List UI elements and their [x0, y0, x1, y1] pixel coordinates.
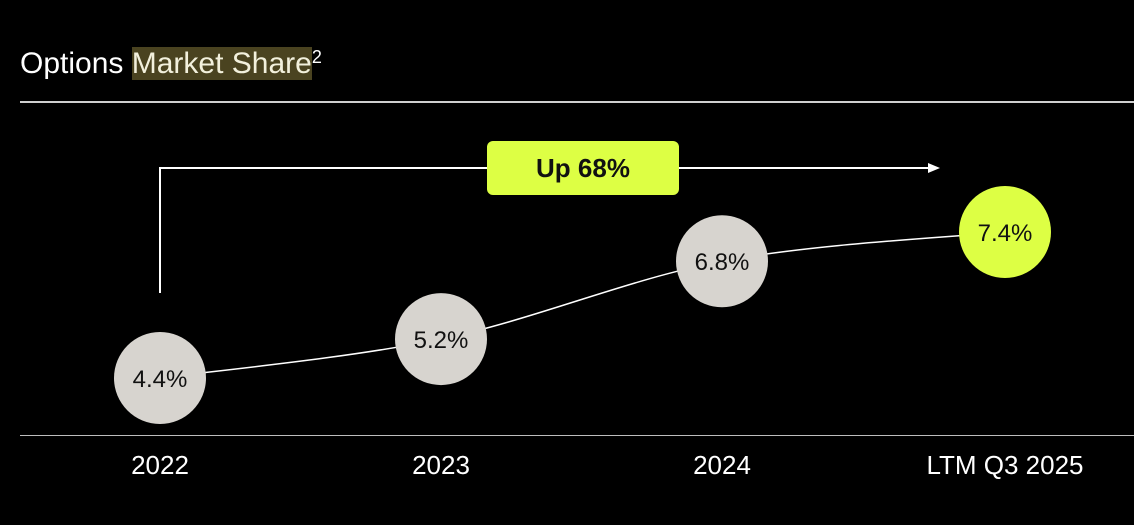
data-point-ltm-q3-2025: [959, 186, 1051, 278]
data-point-2023: [395, 293, 487, 386]
data-points: 4.4% 5.2% 6.8% 7.4%: [114, 186, 1051, 424]
data-label: 4.4%: [133, 366, 188, 393]
trend-line: [159, 231, 1006, 379]
x-tick-label: 2024: [693, 450, 751, 480]
title-highlight: Market Share: [131, 47, 312, 80]
x-axis-line: [20, 435, 1134, 436]
x-tick-label: 2022: [131, 450, 189, 480]
data-label: 6.8%: [695, 249, 750, 276]
title-divider: [20, 101, 1134, 103]
x-axis-labels: 2022 2023 2024 LTM Q3 2025: [131, 450, 1083, 480]
data-label: 5.2%: [414, 327, 469, 354]
title-footnote-marker: 2: [311, 47, 322, 67]
growth-callout-badge: Up 68%: [487, 141, 679, 195]
title-prefix: Options: [20, 47, 124, 80]
chart-title: Options Market Share2: [20, 44, 322, 84]
data-point-2024: [676, 215, 768, 308]
x-tick-label: 2023: [412, 450, 470, 480]
growth-bracket-arrow: [159, 167, 930, 293]
x-tick-label: LTM Q3 2025: [926, 450, 1083, 480]
data-label: 7.4%: [978, 220, 1033, 247]
data-point-2022: [114, 332, 206, 424]
arrow-head-icon: [928, 163, 940, 173]
